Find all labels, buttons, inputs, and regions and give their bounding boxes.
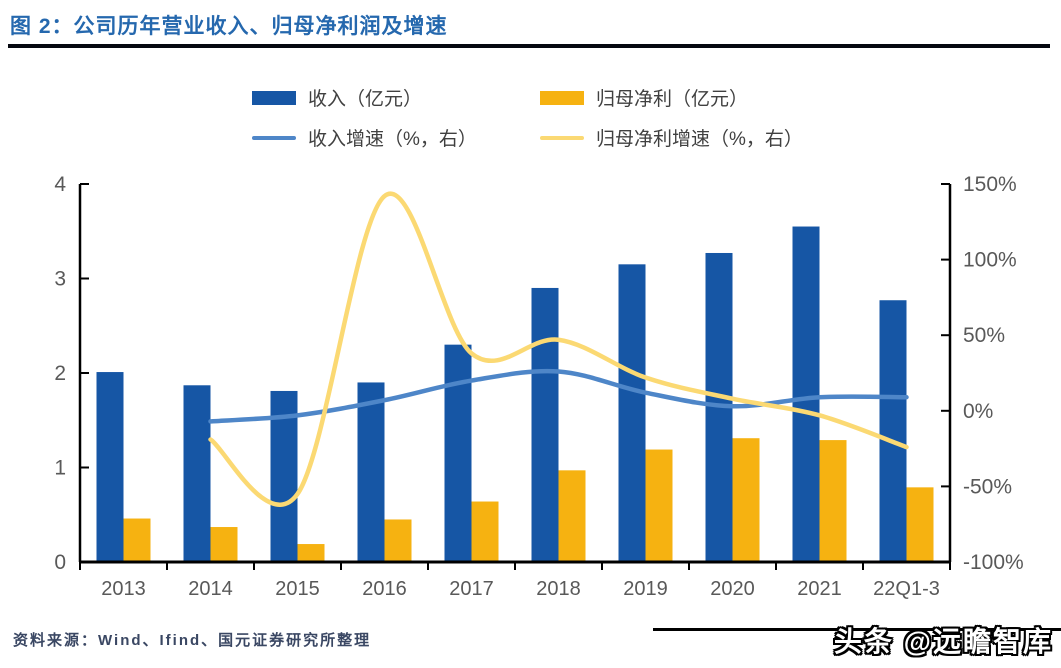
revenue-bar-2013 — [96, 372, 124, 562]
x-axis-label: 2020 — [710, 578, 755, 600]
bottom-rule — [653, 628, 1061, 631]
profit-bar-2017 — [471, 501, 499, 562]
x-axis-label: 2017 — [449, 578, 494, 600]
legend-label: 收入增速（%，右） — [308, 129, 477, 150]
x-axis-label: 2014 — [188, 578, 233, 600]
left-axis-label: 0 — [54, 551, 66, 574]
revenue-bar-2014 — [183, 385, 211, 562]
revenue-bar-2017 — [444, 344, 472, 562]
right-axis-label: 50% — [963, 324, 1005, 347]
revenue-bar-2018 — [531, 287, 559, 562]
profit-growth-line-swatch — [540, 135, 584, 140]
legend-label: 归母净利增速（%，右） — [596, 129, 803, 150]
x-axis-label: 2018 — [536, 578, 581, 600]
right-axis-label: -100% — [963, 551, 1024, 574]
revenue-growth-line-swatch — [252, 135, 296, 140]
revenue-bar-22Q1-3 — [879, 300, 907, 562]
x-axis-label: 2015 — [275, 578, 320, 600]
left-axis-label: 2 — [54, 362, 66, 385]
profit-bar-2015 — [297, 544, 325, 562]
right-axis-label: 100% — [963, 249, 1017, 272]
profit-bar-2019 — [645, 449, 673, 562]
right-axis-label: -50% — [963, 475, 1012, 498]
profit-bar-2013 — [123, 518, 151, 562]
x-axis-label: 2019 — [623, 578, 668, 600]
x-axis-label: 22Q1-3 — [873, 578, 940, 600]
right-axis-label: 0% — [963, 400, 993, 423]
legend-label: 收入（亿元） — [308, 89, 423, 110]
profit-bar-2016 — [384, 519, 412, 562]
legend-item-revenue: 收入（亿元） — [252, 84, 422, 111]
profit-bar-swatch — [540, 90, 584, 105]
revenue-bar-2016 — [357, 382, 385, 562]
left-axis-label: 3 — [54, 268, 66, 291]
legend-item-revenue-growth: 收入增速（%，右） — [252, 124, 477, 151]
revenue-bar-2021 — [792, 226, 820, 562]
right-axis-label: 150% — [963, 173, 1017, 196]
profit-bar-2020 — [732, 438, 760, 562]
figure-title: 图 2：公司历年营业收入、归母净利润及增速 — [10, 15, 448, 38]
profit-bar-2014 — [210, 527, 238, 562]
left-axis-label: 4 — [54, 173, 66, 196]
title-underline — [8, 44, 1050, 48]
left-axis-label: 1 — [54, 457, 66, 480]
profit-bar-2018 — [558, 470, 586, 562]
x-axis-label: 2016 — [362, 578, 407, 600]
profit-bar-2021 — [819, 440, 847, 562]
profit-bar-22Q1-3 — [906, 487, 934, 562]
source-note: 资料来源：Wind、Ifind、国元证券研究所整理 — [13, 632, 372, 649]
legend-label: 归母净利（亿元） — [596, 89, 749, 110]
revenue-bar-2019 — [618, 264, 646, 562]
x-axis-label: 2021 — [797, 578, 842, 600]
x-axis-label: 2013 — [101, 578, 146, 600]
legend-item-profit: 归母净利（亿元） — [540, 84, 748, 111]
legend-item-profit-growth: 归母净利增速（%，右） — [540, 124, 803, 151]
profit-growth-line — [208, 191, 909, 507]
revenue-bar-swatch — [252, 90, 296, 105]
watermark: 头条 @远瞻智库 — [833, 626, 1053, 657]
